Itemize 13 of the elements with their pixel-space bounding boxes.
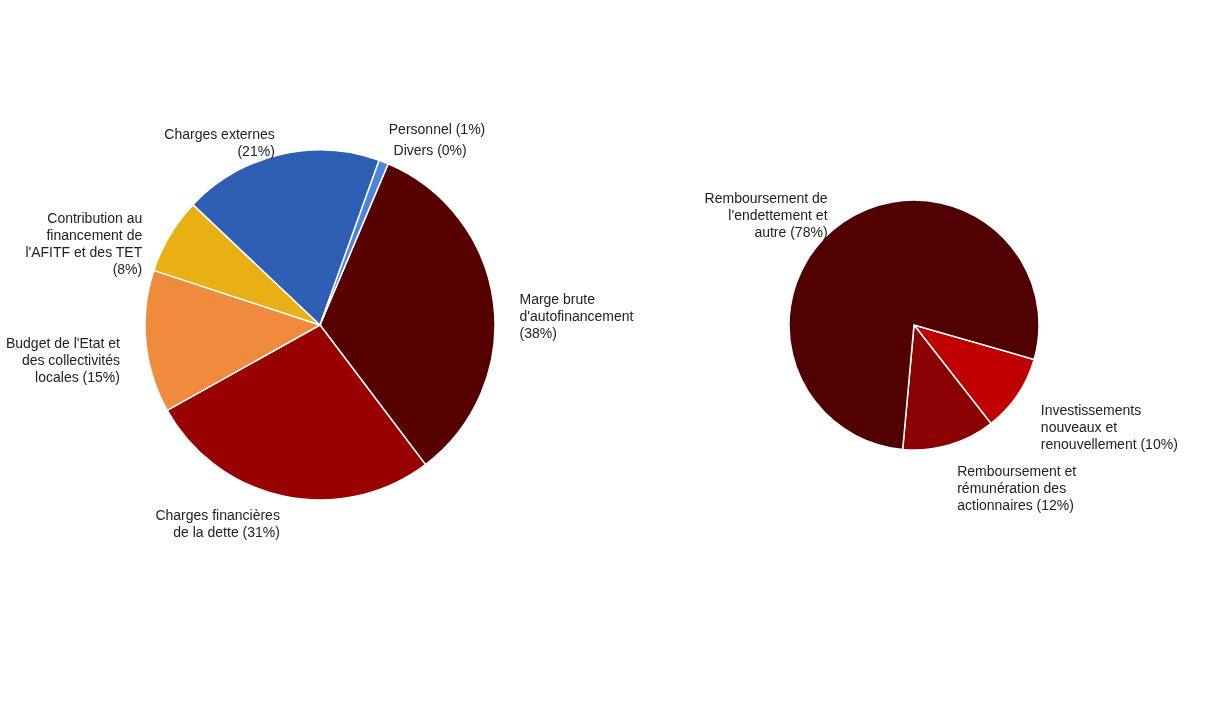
slice-label: Personnel (1%) xyxy=(388,120,486,137)
slice-label: Contribution au financement de l'AFITF et des TET xyxy=(25,209,143,260)
data-label: (8%) xyxy=(112,260,143,277)
slice-label: Remboursement de l'endettement et autre (78%) xyxy=(704,189,828,240)
data-label: (21%) xyxy=(237,143,275,160)
slice-label: Budget de l'Etat et des collectivités locales (15%) xyxy=(5,335,121,386)
slice-label: Charges financières de la dette (31%) xyxy=(155,506,280,540)
slice-label: Charges externes xyxy=(164,126,275,143)
slice-label: Investissements nouveaux et renouvellement (10%) xyxy=(1040,401,1178,452)
slice-label: Marge brute d'autofinancement xyxy=(519,291,634,325)
data-label: (38%) xyxy=(519,325,557,342)
category-label: Divers (0%) xyxy=(393,141,467,158)
slice-label: Remboursement et rémunération des actionnaires (12%) xyxy=(957,462,1077,513)
